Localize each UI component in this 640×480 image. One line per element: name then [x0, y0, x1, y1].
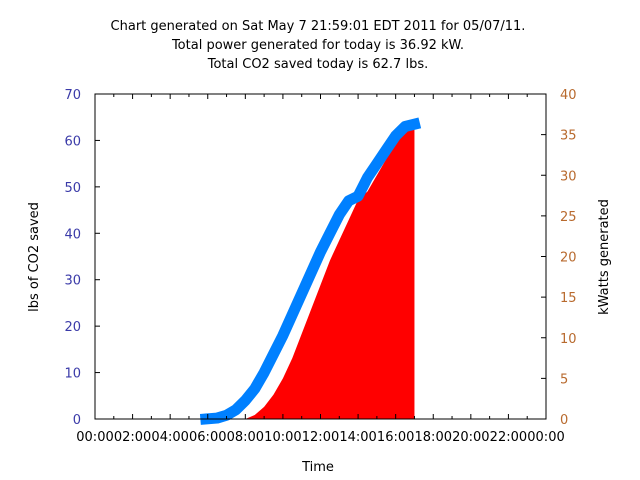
y-right-tick-label: 5 [560, 372, 568, 387]
x-tick-label: 08:00 [227, 430, 264, 445]
y-right-tick-label: 40 [560, 88, 577, 103]
x-tick-label: 14:00 [339, 430, 376, 445]
y-right-tick-label: 0 [560, 413, 568, 428]
title-line-3: Total CO2 saved today is 62.7 lbs. [207, 57, 428, 72]
x-tick-label: 12:00 [302, 430, 339, 445]
x-tick-label: 00:00 [527, 430, 564, 445]
x-tick-label: 20:00 [452, 430, 489, 445]
y-right-tick-label: 35 [560, 129, 577, 144]
y-right-tick-label: 20 [560, 251, 577, 266]
x-tick-label: 00:00 [76, 430, 113, 445]
y-left-tick-label: 50 [64, 181, 81, 196]
y-right-tick-label: 25 [560, 210, 577, 225]
y-left-tick-label: 10 [64, 367, 81, 382]
y-left-tick-label: 70 [64, 88, 81, 103]
x-tick-label: 22:00 [490, 430, 527, 445]
y-left-tick-label: 30 [64, 274, 81, 289]
co2-line [199, 117, 422, 425]
y-right-tick-label: 10 [560, 332, 577, 347]
title-line-2: Total power generated for today is 36.92… [171, 38, 464, 53]
y-right-tick-label: 30 [560, 169, 577, 184]
x-tick-label: 18:00 [415, 430, 452, 445]
kwatts-area [245, 128, 415, 419]
x-tick-label: 04:00 [151, 430, 188, 445]
chart-title: Chart generated on Sat May 7 21:59:01 ED… [111, 19, 526, 72]
x-axis-label: Time [301, 460, 334, 475]
x-tick-label: 10:00 [264, 430, 301, 445]
y-right-tick-label: 15 [560, 291, 577, 306]
axes: 00:00 02:00 04:00 06:00 08:00 10:00 12:00 14:00… [64, 88, 576, 445]
y-left-tick-label: 20 [64, 320, 81, 335]
title-line-1: Chart generated on Sat May 7 21:59:01 ED… [111, 19, 526, 34]
y-left-tick-label: 40 [64, 227, 81, 242]
y-axis-left-label: lbs of CO2 saved [27, 202, 42, 312]
x-tick-label: 06:00 [189, 430, 226, 445]
x-tick-label: 02:00 [114, 430, 151, 445]
x-tick-label: 16:00 [377, 430, 414, 445]
y-left-tick-label: 0 [73, 413, 81, 428]
plot-area [199, 117, 422, 425]
y-left-tick-label: 60 [64, 134, 81, 149]
y-axis-right-label: kWatts generated [597, 199, 612, 315]
